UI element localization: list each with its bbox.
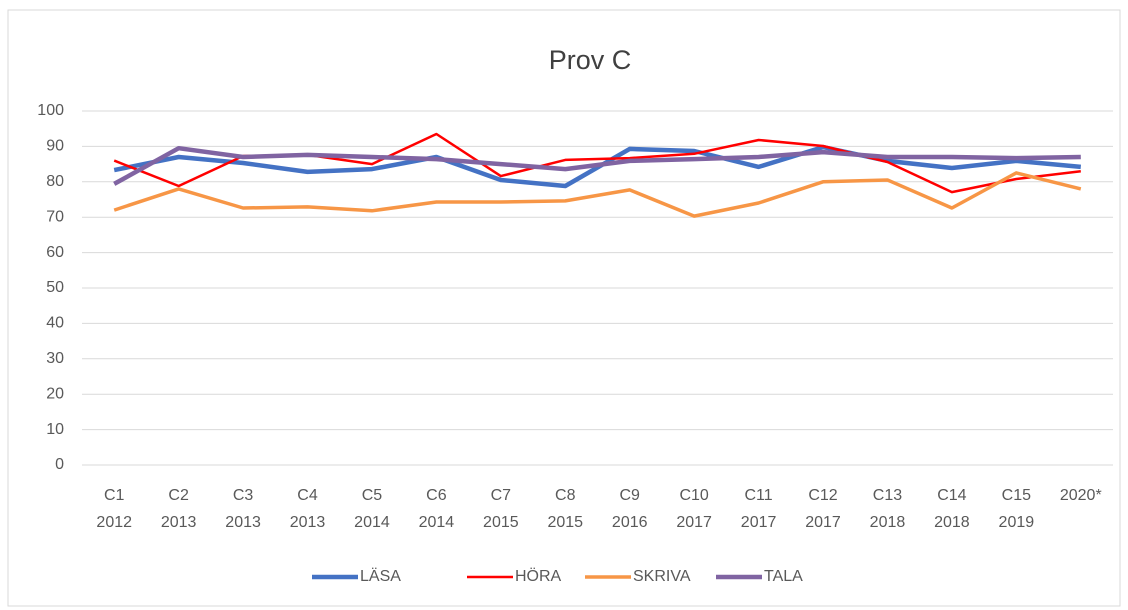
line-series xyxy=(113,144,1082,189)
x-tick-label: C13 2018 xyxy=(870,487,906,531)
x-tick-label: C7 2015 xyxy=(483,487,519,531)
x-tick-label: C8 2015 xyxy=(547,487,583,531)
chart-frame xyxy=(7,9,1121,607)
x-tick-label: C1 2012 xyxy=(96,487,132,531)
x-tick-label: C11 2017 xyxy=(741,487,777,531)
line-series xyxy=(113,145,1081,186)
y-tick-label: 90 xyxy=(46,138,64,155)
y-tick-label: 80 xyxy=(46,173,64,190)
y-tick-label: 100 xyxy=(37,102,64,119)
legend-label: SKRIVA xyxy=(633,568,691,585)
legend-label: LÄSA xyxy=(360,567,401,585)
x-tick-label: C12 2017 xyxy=(805,487,841,531)
x-tick-label: 2020* xyxy=(1060,487,1102,504)
y-tick-label: 10 xyxy=(46,421,64,438)
y-tick-label: 30 xyxy=(46,350,64,367)
y-tick-label: 70 xyxy=(46,208,64,225)
legend-label: HÖRA xyxy=(515,567,562,585)
x-tick-label: C5 2014 xyxy=(354,487,390,531)
x-tick-label: C14 2018 xyxy=(934,487,970,531)
x-tick-label: C15 2019 xyxy=(999,487,1035,531)
x-tick-label: C6 2014 xyxy=(419,487,455,531)
y-tick-label: 60 xyxy=(46,244,64,261)
line-series xyxy=(113,171,1082,218)
y-tick-label: 40 xyxy=(46,315,64,332)
x-tick-label: C10 2017 xyxy=(676,487,712,531)
x-tick-label: C9 2016 xyxy=(612,487,648,531)
x-tick-label: C4 2013 xyxy=(290,487,326,531)
y-tick-label: 50 xyxy=(46,279,64,296)
x-tick-label: C3 2013 xyxy=(225,487,261,531)
legend-label: TALA xyxy=(764,568,803,585)
y-tick-label: 0 xyxy=(55,456,64,473)
x-tick-label: C2 2013 xyxy=(161,487,197,531)
chart-title: Prov C xyxy=(549,45,632,75)
y-tick-label: 20 xyxy=(46,385,64,402)
